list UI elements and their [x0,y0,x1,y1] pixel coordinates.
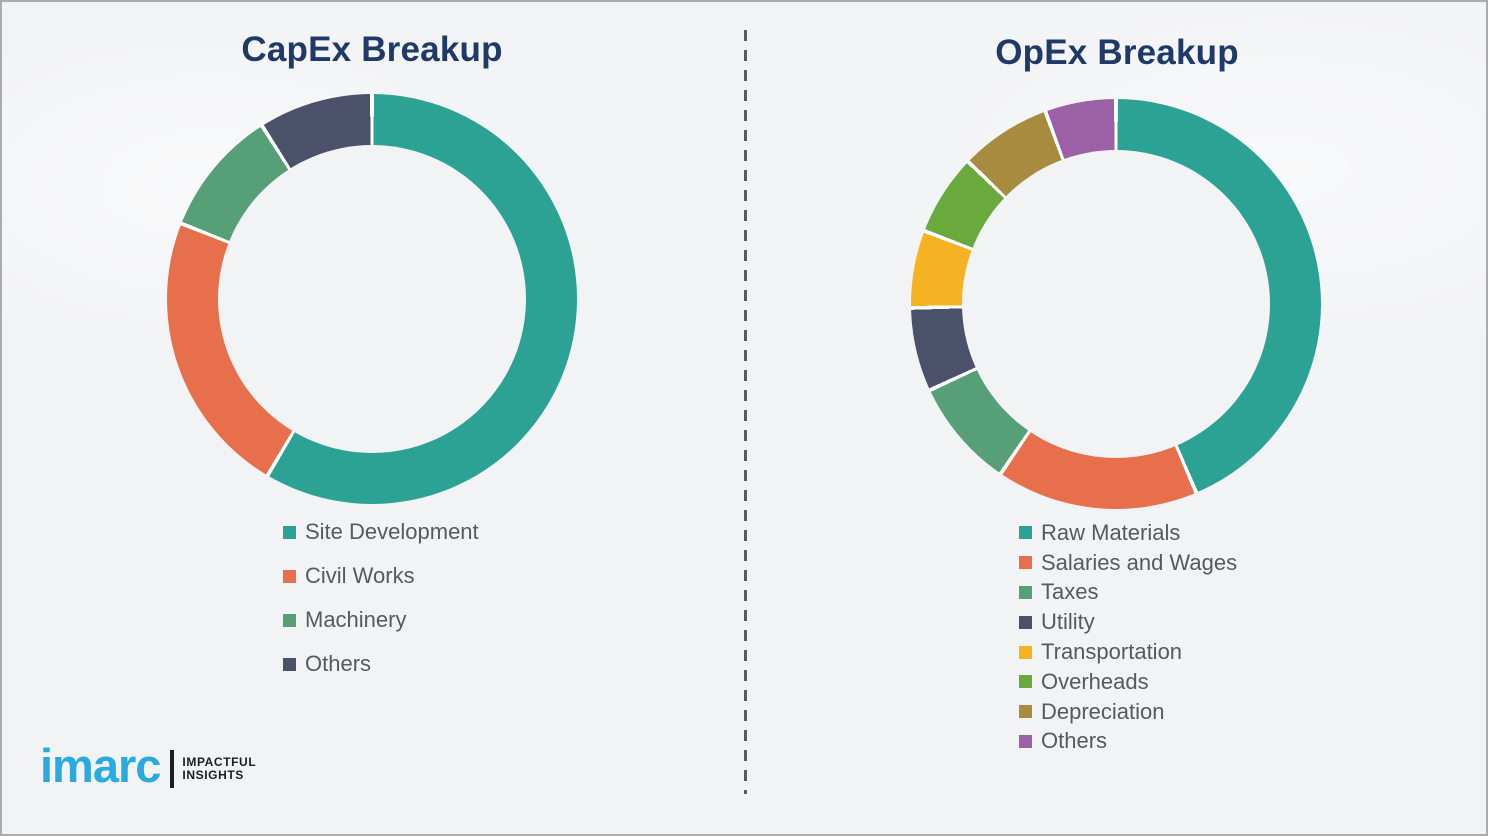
capex-legend: Site Development Civil Works Machinery Othe… [283,510,479,686]
imarc-logo-tagline: IMPACTFUL INSIGHTS [182,754,257,782]
legend-label: Site Development [305,519,479,544]
section-divider-dashed-line [744,30,747,794]
opex-legend-item-transportation: Transportation [1019,637,1237,667]
capex-chart-title: CapEx Breakup [241,30,503,69]
legend-swatch [1019,556,1032,570]
legend-label: Taxes [1041,579,1099,605]
capex-donut-hole [218,145,526,453]
legend-label: Others [1041,728,1108,754]
opex-legend-item-salaries-and-wages: Salaries and Wages [1019,548,1237,578]
capex-donut-chart [167,94,577,504]
legend-label: Civil Works [305,563,415,588]
legend-swatch [283,569,296,583]
legend-label: Raw Materials [1041,519,1181,545]
opex-legend-item-overheads: Overheads [1019,667,1237,697]
legend-swatch [283,657,296,671]
capex-legend-item-site-development: Site Development [283,510,479,554]
opex-legend: Raw Materials Salaries and Wages Taxes Util… [1019,518,1237,756]
opex-legend-item-taxes: Taxes [1019,578,1237,608]
legend-label: Depreciation [1041,698,1165,724]
opex-legend-item-others: Others [1019,727,1237,757]
imarc-tagline-line2: INSIGHTS [182,767,244,782]
capex-legend-item-machinery: Machinery [283,598,479,642]
legend-label: Salaries and Wages [1041,549,1238,575]
legend-swatch [283,525,296,539]
capex-legend-item-civil-works: Civil Works [283,554,479,598]
opex-donut-hole [962,150,1270,458]
imarc-logo-wordmark: imarc [40,739,161,792]
legend-swatch [1019,526,1032,540]
legend-label: Others [305,651,372,676]
legend-swatch [1019,645,1032,659]
opex-legend-item-depreciation: Depreciation [1019,697,1237,727]
legend-label: Overheads [1041,668,1149,694]
opex-donut-chart [911,99,1321,509]
legend-swatch [1019,705,1032,719]
legend-swatch [1019,615,1032,629]
imarc-logo-separator-bar [170,749,175,788]
opex-legend-item-utility: Utility [1019,607,1237,637]
legend-swatch [1019,734,1032,748]
imarc-logo: imarc IMPACTFUL INSIGHTS [40,742,256,789]
imarc-tagline-line1: IMPACTFUL [182,754,257,769]
legend-label: Utility [1041,609,1095,635]
capex-legend-item-others: Others [283,642,479,686]
legend-swatch [283,613,296,627]
legend-label: Machinery [305,607,407,632]
legend-label: Transportation [1041,639,1183,665]
opex-chart-title: OpEx Breakup [995,33,1239,72]
legend-swatch [1019,675,1032,689]
legend-swatch [1019,585,1032,599]
opex-legend-item-raw-materials: Raw Materials [1019,518,1237,548]
